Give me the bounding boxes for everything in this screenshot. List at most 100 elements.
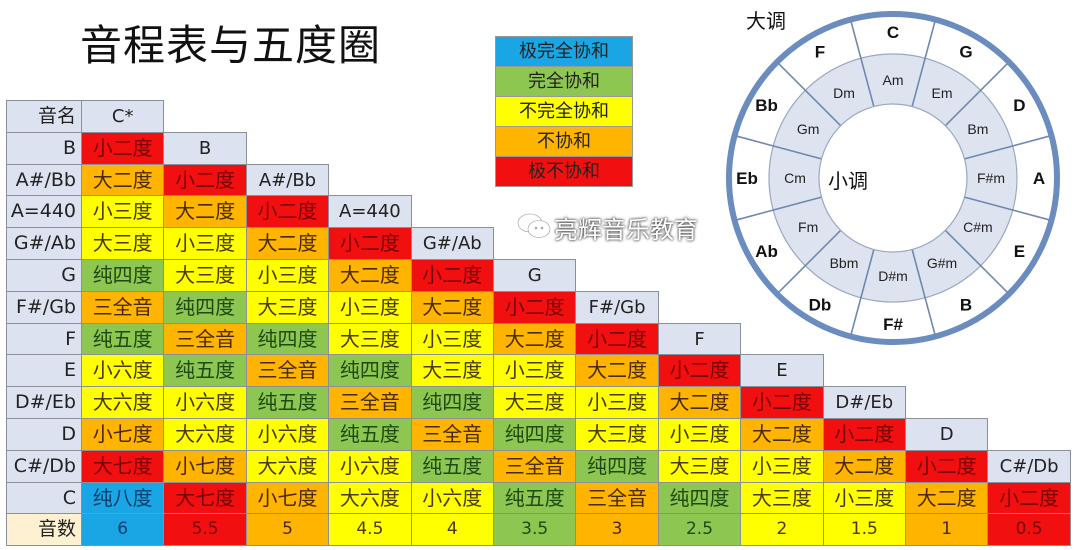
row-note-label: B — [6, 131, 82, 165]
segment-divider — [736, 196, 822, 221]
interval-cell: 三全音 — [163, 322, 247, 356]
interval-cell: 纯四度 — [328, 354, 412, 388]
interval-cell: 纯五度 — [245, 386, 330, 420]
legend-item: 极完全协和 — [495, 36, 633, 67]
semitone-count-cell: 4 — [410, 513, 494, 547]
minor-key-label: Am — [883, 72, 904, 88]
interval-cell: 大三度 — [328, 322, 412, 356]
major-key-label: A — [1033, 169, 1045, 188]
segment-divider — [911, 21, 936, 107]
interval-cell: 小二度 — [822, 418, 906, 451]
interval-cell: 纯四度 — [245, 322, 330, 356]
semitone-count-cell: 4.5 — [328, 513, 412, 547]
segment-divider — [964, 135, 1050, 160]
interval-cell: 三全音 — [493, 449, 577, 483]
segment-divider — [777, 229, 842, 294]
major-key-label: C — [887, 23, 899, 42]
interval-cell: 大二度 — [740, 418, 824, 451]
row-note-label: G#/Ab — [6, 227, 82, 261]
interval-cell: 大六度 — [328, 481, 412, 515]
segment-divider — [850, 21, 875, 107]
interval-cell: 大三度 — [410, 354, 494, 388]
legend-item: 不完全协和 — [495, 96, 633, 127]
interval-cell: 小三度 — [740, 449, 824, 483]
major-key-label: D — [1013, 96, 1025, 115]
major-key-label: Ab — [755, 242, 778, 261]
column-note-header: G — [493, 259, 577, 292]
minor-key-label: Fm — [798, 219, 818, 235]
interval-cell: 大六度 — [245, 449, 330, 483]
segment-divider — [964, 196, 1050, 221]
major-key-label: G — [959, 43, 972, 62]
segment-divider — [944, 229, 1009, 294]
column-note-header: F#/Gb — [575, 290, 659, 324]
segment-divider — [911, 249, 936, 335]
interval-cell: 小二度 — [987, 481, 1071, 515]
interval-cell: 大三度 — [657, 449, 742, 483]
interval-cell: 小六度 — [81, 354, 165, 388]
interval-cell: 小三度 — [81, 195, 165, 229]
interval-cell: 大二度 — [328, 259, 412, 292]
segment-divider — [736, 135, 822, 160]
semitone-count-cell: 2 — [740, 513, 824, 547]
major-keys-label: 大调 — [746, 9, 786, 33]
semitone-count-cell: 3.5 — [493, 513, 577, 547]
corner-label: 音名 — [6, 100, 82, 133]
interval-cell: 大三度 — [493, 386, 577, 420]
interval-cell: 小六度 — [163, 386, 247, 420]
interval-cell: 纯四度 — [163, 290, 247, 324]
row-note-label: F#/Gb — [6, 290, 82, 324]
semitone-count-cell: 5 — [245, 513, 330, 547]
interval-cell: 大七度 — [163, 481, 247, 515]
column-note-header: D#/Eb — [822, 386, 906, 420]
column-note-header: G#/Ab — [410, 227, 494, 261]
semitone-count-cell: 3 — [575, 513, 659, 547]
column-note-header: C#/Db — [987, 449, 1071, 483]
row-note-label: C — [6, 481, 82, 515]
interval-cell: 大七度 — [81, 449, 165, 483]
interval-cell: 大二度 — [905, 481, 989, 515]
column-note-header: C* — [81, 100, 165, 133]
column-note-header: A=440 — [328, 195, 412, 229]
interval-cell: 大三度 — [163, 259, 247, 292]
major-key-label: Bb — [755, 96, 778, 115]
interval-cell: 大三度 — [81, 227, 165, 261]
interval-cell: 纯四度 — [657, 481, 742, 515]
interval-cell: 小六度 — [328, 449, 412, 483]
interval-cell: 大二度 — [575, 354, 659, 388]
minor-key-label: Bbm — [830, 255, 859, 271]
interval-cell: 纯五度 — [410, 449, 494, 483]
minor-key-label: Gm — [797, 121, 820, 137]
interval-cell: 三全音 — [410, 418, 494, 451]
minor-key-label: D#m — [878, 268, 908, 284]
column-note-header: B — [163, 131, 247, 165]
interval-cell: 纯八度 — [81, 481, 165, 515]
interval-cell: 小二度 — [493, 290, 577, 324]
interval-cell: 大二度 — [822, 449, 906, 483]
major-key-label: Db — [809, 295, 832, 314]
circle-of-fifths: C G D A E B F# Db Ab Eb Bb F Am Em Bm F#m C#m G#m D#m Bbm Fm… — [726, 9, 1060, 345]
minor-key-label: G#m — [927, 255, 957, 271]
interval-cell: 小二度 — [740, 386, 824, 420]
interval-cell: 小七度 — [245, 481, 330, 515]
interval-cell: 纯四度 — [81, 259, 165, 292]
major-key-label: Eb — [736, 169, 758, 188]
row-note-label: G — [6, 259, 82, 292]
interval-cell: 大三度 — [740, 481, 824, 515]
interval-cell: 纯四度 — [410, 386, 494, 420]
interval-cell: 小二度 — [163, 163, 247, 197]
page-title: 音程表与五度圈 — [80, 21, 382, 70]
semitone-count-cell: 1 — [905, 513, 989, 547]
major-key-label: E — [1014, 242, 1025, 261]
semitone-count-cell: 2.5 — [657, 513, 742, 547]
consonance-legend: 极完全协和 完全协和 不完全协和 不协和 极不协和 — [495, 36, 633, 187]
minor-key-label: F#m — [977, 170, 1005, 186]
center-circle — [818, 103, 968, 253]
interval-cell: 小三度 — [410, 322, 494, 356]
interval-cell: 大六度 — [163, 418, 247, 451]
major-key-label: F — [815, 43, 825, 62]
segment-divider — [850, 249, 875, 335]
interval-cell: 小三度 — [657, 418, 742, 451]
interval-cell: 小二度 — [245, 195, 330, 229]
column-note-header: D — [905, 418, 989, 451]
